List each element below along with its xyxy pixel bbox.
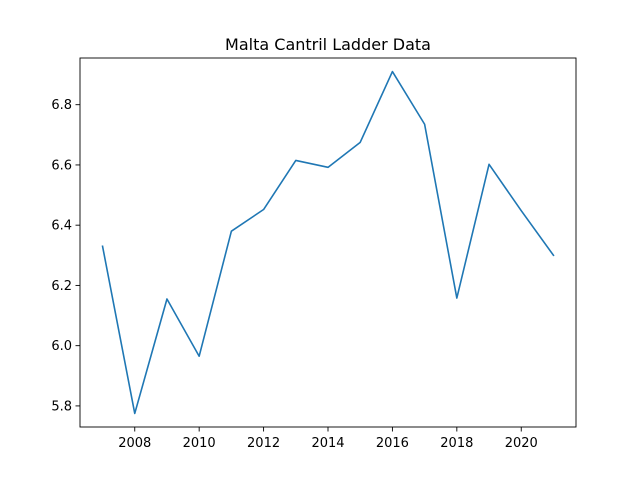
y-tick-label: 6.8 [51, 98, 72, 113]
x-tick-label: 2014 [311, 436, 344, 451]
y-tick-label: 6.2 [51, 279, 72, 294]
chart-title: Malta Cantril Ladder Data [225, 35, 431, 54]
y-tick-label: 6.6 [51, 158, 72, 173]
y-tick-label: 6.0 [51, 339, 72, 354]
plot-area: 2008 2010 2012 2014 2016 2018 2020 5.8 6.0 6.2 6.4… [51, 57, 577, 451]
x-tick-label: 2010 [183, 436, 216, 451]
x-tick-label: 2008 [118, 436, 151, 451]
y-tick-label: 5.8 [51, 399, 72, 414]
x-tick-label: 2012 [247, 436, 280, 451]
x-tick-label: 2020 [505, 436, 538, 451]
x-tick-label: 2016 [376, 436, 409, 451]
series-line [101, 70, 555, 415]
x-tick-label: 2018 [440, 436, 473, 451]
y-tick-label: 6.4 [51, 219, 72, 234]
